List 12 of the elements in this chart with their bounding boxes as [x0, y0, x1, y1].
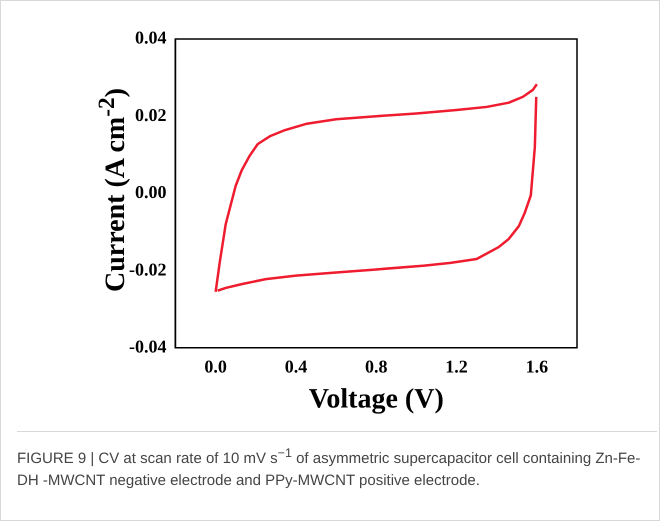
x-tick-label: 0.0 — [204, 356, 227, 376]
x-tick-label: 0.8 — [364, 356, 388, 376]
y-tick-label: -0.04 — [128, 336, 166, 356]
caption: FIGURE 9 | CV at scan rate of 10 mV s$^{−1}$ of asymmetric supercapacitor cell containing Zn-Fe-DH -MWCNT negative electrode and PPy-MWCNT positive electrode. — [17, 431, 657, 492]
y-tick-label: 0.02 — [134, 104, 166, 125]
x-tick-label: 0.4 — [284, 356, 308, 376]
y-tick-label: 0.00 — [134, 182, 166, 202]
x-axis-title: Voltage (V) — [308, 383, 444, 414]
x-tick-label: 1.2 — [445, 356, 468, 376]
x-tick-label: 1.6 — [526, 356, 548, 376]
y-tick-label: 0.04 — [134, 28, 166, 48]
y-tick-label: -0.02 — [128, 259, 166, 280]
